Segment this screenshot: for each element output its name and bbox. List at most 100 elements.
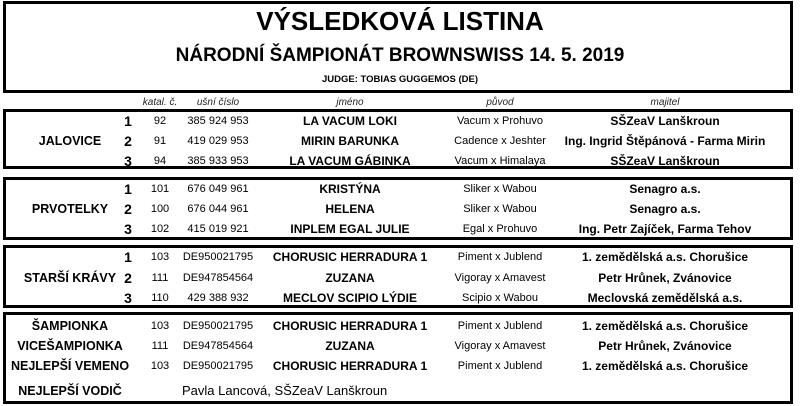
owner: Ing. Petr Zajíček, Farma Tehov — [578, 222, 752, 236]
award-title: NEJLEPŠÍ VEMENO — [10, 359, 130, 373]
page-subtitle: NÁRODNÍ ŠAMPIONÁT BROWNSWISS 14. 5. 2019 — [175, 45, 625, 66]
group-box-awards — [3, 312, 793, 404]
ear-tag: DE947854564 — [182, 340, 254, 352]
ear-tag: 676 049 961 — [187, 183, 249, 195]
owner: SŠZeaV Lanškroun — [610, 114, 720, 128]
owner: SŠZeaV Lanškroun — [610, 154, 720, 168]
pedigree: Cadence x Jeshter — [454, 135, 546, 147]
rank: 2 — [124, 133, 132, 149]
judge-label: JUDGE: TOBIAS GUGGEMOS (DE) — [321, 74, 479, 85]
owner: Ing. Ingrid Štěpánová - Farma Mirin — [564, 134, 766, 148]
ear-tag: 385 924 953 — [187, 115, 249, 127]
catalog-number: 92 — [153, 115, 167, 127]
rank: 1 — [124, 249, 132, 265]
ear-tag: 415 019 921 — [187, 223, 249, 235]
catalog-number: 110 — [151, 292, 169, 304]
animal-name: INPLEM EGAL JULIE — [290, 222, 410, 236]
rank: 1 — [124, 181, 132, 197]
award-title: VICEŠAMPIONKA — [17, 339, 123, 353]
group-box-jalovice — [3, 109, 793, 169]
animal-name: ZUZANA — [325, 339, 375, 353]
animal-name: CHORUSIC HERRADURA 1 — [272, 319, 428, 333]
column-header-puvod: původ — [486, 97, 514, 108]
ear-tag: 385 933 953 — [187, 155, 249, 167]
table-row: 1 101 676 049 961 KRISTÝNA Sliker x Wabou Sen… — [0, 179, 800, 199]
column-header-usni: ušní číslo — [196, 97, 240, 108]
ear-tag: 419 029 953 — [187, 135, 249, 147]
animal-name: KRISTÝNA — [319, 182, 381, 196]
ear-tag: DE950021795 — [182, 251, 254, 263]
animal-name: MIRIN BARUNKA — [301, 134, 399, 148]
ear-tag: DE947854564 — [182, 272, 254, 284]
catalog-number: 103 — [150, 360, 170, 372]
pedigree: Egal x Prohuvo — [462, 223, 538, 235]
page-title: VÝSLEDKOVÁ LISTINA — [256, 6, 544, 36]
pedigree: Sliker x Wabou — [463, 183, 537, 195]
animal-name: HELENA — [325, 202, 375, 216]
group-box-prvotelky — [3, 177, 793, 240]
table-row: 3 110 429 388 932 MECLOV SCIPIO LÝDIE Scipio… — [0, 288, 800, 308]
ear-tag: DE950021795 — [182, 320, 254, 332]
category-label: PRVOTELKY — [31, 202, 109, 216]
animal-name: ZUZANA — [325, 271, 375, 285]
ear-tag: 429 388 932 — [187, 292, 249, 304]
catalog-number: 103 — [150, 251, 170, 263]
table-row: NEJLEPŠÍ VEMENO 103 DE950021795 CHORUSIC HE… — [0, 356, 800, 376]
pedigree: Vacum x Himalaya — [454, 155, 546, 167]
catalog-number: 91 — [153, 135, 167, 147]
owner: 1. zemědělská a.s. Chorušice — [581, 250, 749, 264]
rank: 2 — [124, 201, 132, 217]
pedigree: Vigoray x Amavest — [454, 340, 546, 352]
category-label: STARŠÍ KRÁVY — [23, 271, 117, 285]
table-row: 2 100 676 044 961 HELENA Sliker x Wabou Senag… — [0, 199, 800, 219]
animal-name: CHORUSIC HERRADURA 1 — [272, 250, 428, 264]
pedigree: Piment x Jublend — [457, 360, 543, 372]
rank: 1 — [124, 113, 132, 129]
catalog-number: 94 — [153, 155, 167, 167]
column-header-jmeno: jméno — [336, 97, 364, 108]
category-label: JALOVICE — [38, 134, 102, 148]
owner: Senagro a.s. — [629, 202, 701, 216]
pedigree: Vacum x Prohuvo — [456, 115, 544, 127]
column-header-majitel: majitel — [650, 97, 680, 108]
rank: 3 — [124, 221, 132, 237]
animal-name: LA VACUM LOKI — [303, 114, 397, 128]
ear-tag: DE950021795 — [182, 360, 254, 372]
owner: Petr Hrůnek, Zvánovice — [598, 339, 732, 353]
award-title: ŠAMPIONKA — [31, 319, 109, 333]
group-box-starsi-kravy — [3, 245, 793, 308]
pedigree: Vigoray x Amavest — [454, 272, 546, 284]
catalog-number: 111 — [151, 272, 169, 284]
table-row: 2 91 419 029 953 MIRIN BARUNKA Cadence x Jes… — [0, 131, 800, 151]
animal-name: LA VACUM GÁBINKA — [289, 154, 411, 168]
owner: Senagro a.s. — [629, 182, 701, 196]
owner: Meclovská zemědělská a.s. — [587, 291, 743, 305]
table-row: 3 102 415 019 921 INPLEM EGAL JULIE Egal x P… — [0, 219, 800, 239]
best-handler-row: NEJLEPŠÍ VODIČ Pavla Lancová, SŠZeaV Lanš… — [0, 381, 800, 401]
table-row: 1 103 DE950021795 CHORUSIC HERRADURA 1 Pimen… — [0, 247, 800, 267]
animal-name: MECLOV SCIPIO LÝDIE — [282, 291, 418, 305]
column-header-katal: katal. č. — [142, 97, 178, 108]
catalog-number: 111 — [151, 340, 169, 352]
catalog-number: 101 — [150, 183, 170, 195]
rank: 2 — [124, 270, 132, 286]
ear-tag: 676 044 961 — [187, 203, 249, 215]
pedigree: Scipio x Wabou — [461, 292, 539, 304]
table-row: ŠAMPIONKA 103 DE950021795 CHORUSIC HERRADUR… — [0, 316, 800, 336]
pedigree: Piment x Jublend — [457, 251, 543, 263]
table-row: VICEŠAMPIONKA 111 DE947854564 ZUZANA Vigoray… — [0, 336, 800, 356]
pedigree: Sliker x Wabou — [463, 203, 537, 215]
handler-name: Pavla Lancová, SŠZeaV Lanškroun — [182, 383, 388, 398]
award-title: NEJLEPŠÍ VODIČ — [18, 384, 122, 398]
table-row: 2 111 DE947854564 ZUZANA Vigoray x Amavest Pe… — [0, 268, 800, 288]
owner: 1. zemědělská a.s. Chorušice — [581, 319, 749, 333]
rank: 3 — [124, 153, 132, 169]
table-row: 3 94 385 933 953 LA VACUM GÁBINKA Vacum x Hi… — [0, 151, 800, 171]
catalog-number: 103 — [150, 320, 170, 332]
rank: 3 — [124, 290, 132, 306]
catalog-number: 102 — [150, 223, 170, 235]
animal-name: CHORUSIC HERRADURA 1 — [272, 359, 428, 373]
table-row: 1 92 385 924 953 LA VACUM LOKI Vacum x Prohu… — [0, 111, 800, 131]
owner: Petr Hrůnek, Zvánovice — [598, 271, 732, 285]
pedigree: Piment x Jublend — [457, 320, 543, 332]
